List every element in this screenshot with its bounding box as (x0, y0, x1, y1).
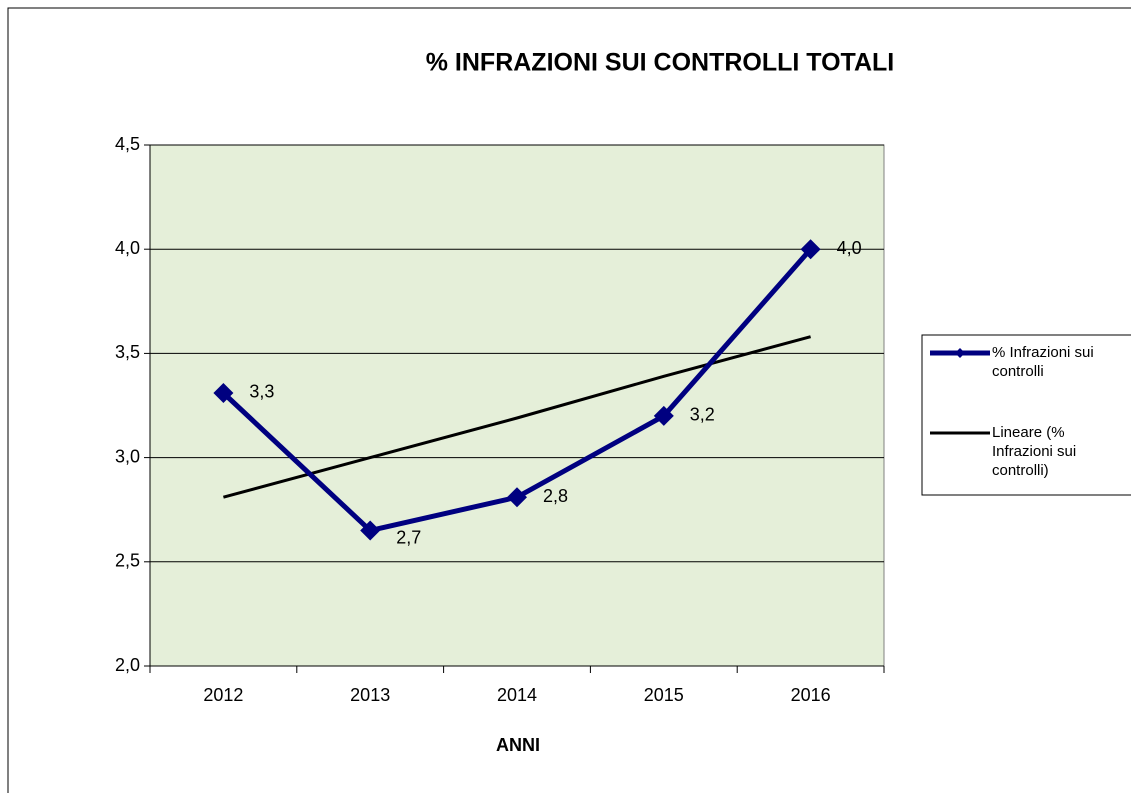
chart-title: % INFRAZIONI SUI CONTROLLI TOTALI (426, 49, 895, 77)
y-tick-label: 2,5 (115, 551, 140, 571)
x-tick-label: 2016 (791, 685, 831, 705)
data-label: 2,8 (543, 486, 568, 506)
marker (653, 405, 674, 426)
y-tick-label: 3,0 (115, 446, 140, 466)
x-tick-label: 2013 (350, 685, 390, 705)
legend-marker (955, 348, 965, 358)
y-tick-label: 2,0 (115, 655, 140, 675)
legend-label: Lineare (% Infrazioni sui controlli) (992, 424, 1077, 479)
marker (800, 239, 821, 260)
marker (507, 487, 527, 508)
x-axis-label: ANNI (496, 735, 540, 755)
data-label: 3,2 (690, 405, 715, 425)
x-tick-label: 2012 (203, 685, 243, 705)
y-tick-label: 3,5 (115, 342, 140, 362)
legend-label: % Infrazioni sui controlli (992, 344, 1094, 380)
plot-area (149, 144, 885, 667)
x-tick-label: 2014 (497, 685, 537, 705)
x-tick-label: 2015 (644, 685, 684, 705)
data-label: 3,3 (249, 382, 274, 402)
marker (213, 382, 234, 403)
y-tick-label: 4,0 (115, 238, 140, 258)
y-tick-label: 4,5 (115, 134, 140, 154)
legend-box (921, 334, 1131, 496)
marker (360, 520, 381, 541)
data-label: 2,7 (396, 527, 421, 547)
data-label: 4,0 (837, 238, 862, 258)
